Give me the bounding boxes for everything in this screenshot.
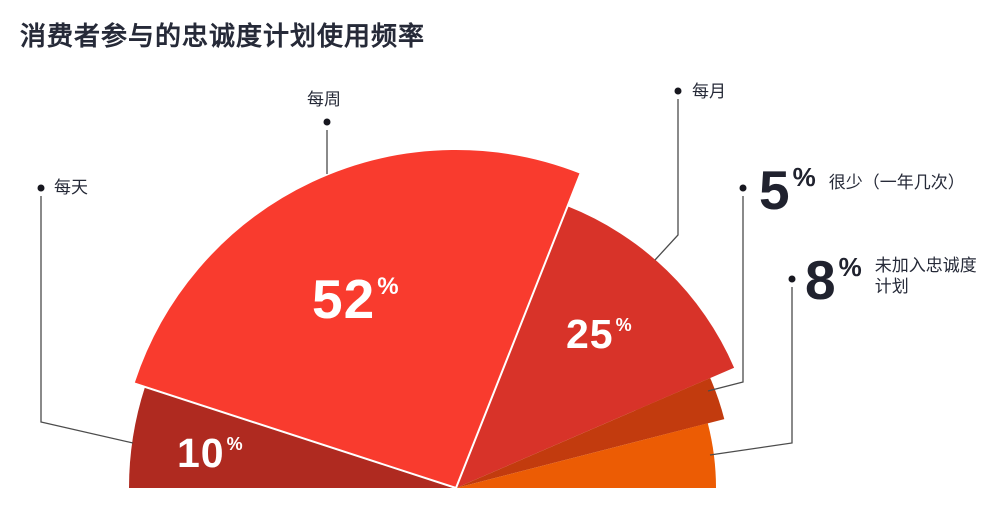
value-weekly: 52	[312, 268, 376, 330]
wedge-rarely	[456, 378, 725, 488]
leader-line-none	[709, 287, 793, 456]
leader-dot-rarely	[739, 184, 747, 192]
leader-dot-daily	[37, 184, 45, 192]
callout-label-monthly: 每月	[692, 82, 726, 101]
wedge-weekly	[132, 148, 583, 490]
leader-dot-weekly	[323, 118, 331, 126]
percent-sign: %	[615, 315, 632, 335]
percent-sign: %	[226, 434, 243, 454]
value-label-weekly: 52%	[312, 272, 399, 327]
callout-text-rarely: 很少（一年几次）	[828, 173, 965, 192]
percent-sign: %	[838, 252, 862, 282]
leader-line-rarely	[707, 196, 744, 392]
value-daily: 10	[177, 430, 225, 476]
percent-sign: %	[377, 273, 399, 300]
callout-label-none: 8% 未加入忠诚度计划	[805, 253, 983, 308]
wedge-none	[456, 423, 716, 488]
callout-label-rarely: 5% 很少（一年几次）	[759, 163, 965, 218]
callout-label-weekly: 每周	[307, 90, 341, 109]
leader-line-monthly	[654, 99, 679, 261]
callout-text-none: 未加入忠诚度计划	[874, 256, 977, 296]
leader-dot-none	[788, 275, 796, 283]
wedge-monthly	[456, 206, 735, 489]
value-none: 8	[805, 249, 836, 311]
percent-sign: %	[792, 162, 816, 192]
value-label-daily: 10%	[177, 433, 243, 474]
value-rarely: 5	[759, 159, 790, 221]
callout-label-daily: 每天	[54, 178, 88, 197]
leader-line-daily	[40, 196, 134, 444]
value-label-monthly: 25%	[566, 314, 632, 355]
wedge-daily	[129, 387, 456, 488]
value-monthly: 25	[566, 311, 614, 357]
leader-dot-monthly	[674, 87, 682, 95]
chart-title: 消费者参与的忠诚度计划使用频率	[20, 21, 426, 51]
